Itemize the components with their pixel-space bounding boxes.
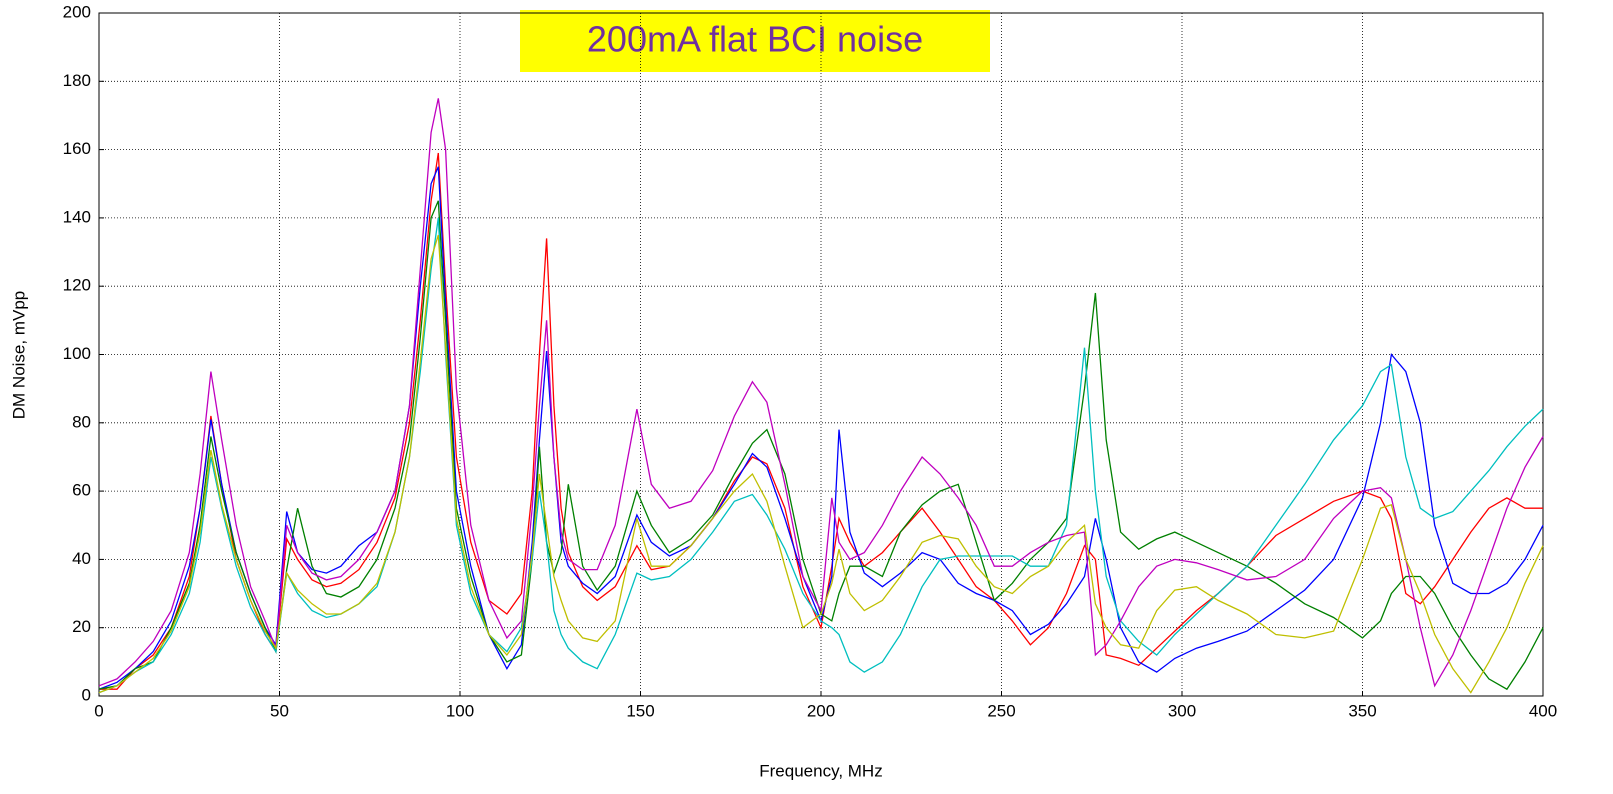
y-tick-label: 140 — [63, 207, 91, 226]
series-line — [98, 98, 1544, 688]
x-tick-label: 350 — [1348, 701, 1376, 720]
x-tick-label: 200 — [807, 701, 835, 720]
y-tick-label: 120 — [63, 276, 91, 295]
y-tick-label: 20 — [72, 617, 91, 636]
plot-frame — [98, 12, 1544, 697]
x-tick-label: 100 — [446, 701, 474, 720]
y-tick-label: 160 — [63, 139, 91, 158]
y-tick-label: 80 — [72, 412, 91, 431]
x-tick-label: 50 — [270, 701, 289, 720]
y-tick-label: 180 — [63, 71, 91, 90]
y-axis-label: DM Noise, mVpp — [9, 291, 28, 419]
x-tick-label: 400 — [1529, 701, 1557, 720]
y-tick-label: 100 — [63, 344, 91, 363]
title-background — [520, 10, 990, 72]
x-tick-label: 150 — [626, 701, 654, 720]
series-line — [98, 217, 1544, 694]
chart-title: 200mA flat BCI noise — [587, 19, 923, 60]
series-line — [98, 166, 1544, 690]
y-tick-label: 60 — [72, 481, 91, 500]
x-axis-label: Frequency, MHz — [759, 761, 882, 780]
y-tick-label: 0 — [82, 685, 91, 704]
x-tick-label: 250 — [987, 701, 1015, 720]
x-tick-label: 300 — [1168, 701, 1196, 720]
x-tick-label: 0 — [94, 701, 103, 720]
y-tick-label: 200 — [63, 2, 91, 21]
y-tick-label: 40 — [72, 549, 91, 568]
series-line — [98, 234, 1544, 694]
